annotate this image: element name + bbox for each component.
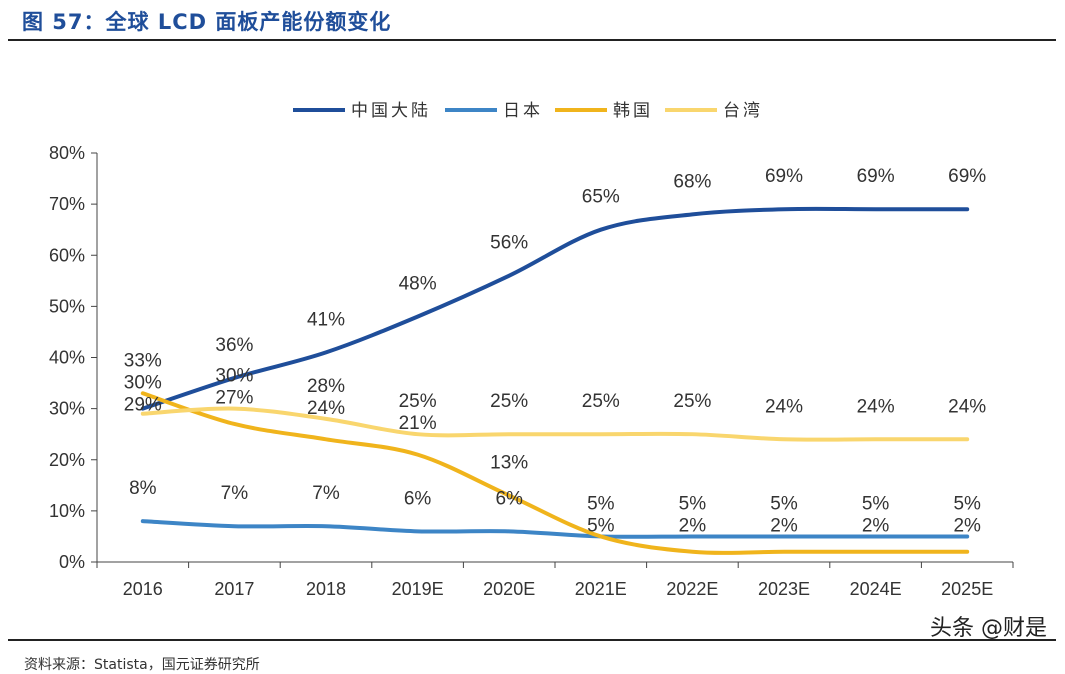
watermark: 头条 @财是 — [930, 616, 1047, 641]
legend-label: 中国大陆 — [351, 101, 431, 120]
y-tick-label: 30% — [49, 399, 85, 419]
data-label: 28% — [307, 376, 345, 397]
data-label: 25% — [582, 391, 620, 412]
data-label: 7% — [221, 483, 249, 504]
x-tick-label: 2018 — [306, 579, 346, 599]
x-tick-label: 2025E — [941, 579, 993, 599]
series-line — [140, 206, 970, 411]
y-tick-label: 40% — [49, 348, 85, 368]
y-tick-label: 0% — [59, 552, 85, 572]
x-tick-label: 2024E — [850, 579, 902, 599]
y-tick-label: 50% — [49, 296, 85, 316]
legend-label: 日本 — [503, 101, 543, 120]
x-tick-label: 2017 — [214, 579, 254, 599]
data-label: 8% — [129, 478, 157, 499]
x-tick-label: 2019E — [392, 579, 444, 599]
data-label: 21% — [399, 413, 437, 434]
data-label: 25% — [399, 391, 437, 412]
series-line — [140, 406, 970, 442]
data-label: 25% — [673, 391, 711, 412]
data-label: 69% — [948, 166, 986, 187]
data-label: 5% — [679, 493, 707, 514]
x-tick-label: 2023E — [758, 579, 810, 599]
data-label: 2% — [953, 515, 981, 536]
data-label: 48% — [399, 274, 437, 295]
data-label: 27% — [215, 388, 253, 409]
data-label: 29% — [124, 394, 162, 415]
series-line — [140, 519, 970, 539]
x-tick-label: 2016 — [123, 579, 163, 599]
figure-title: 图 57：全球 LCD 面板产能份额变化 — [22, 10, 392, 34]
y-tick-label: 60% — [49, 245, 85, 265]
series-line — [140, 391, 970, 555]
data-label: 25% — [490, 391, 528, 412]
data-label: 65% — [582, 187, 620, 208]
data-label: 56% — [490, 233, 528, 254]
data-label: 5% — [587, 515, 615, 536]
y-tick-label: 10% — [49, 501, 85, 521]
data-label: 33% — [124, 350, 162, 371]
data-label: 6% — [495, 488, 523, 509]
data-label: 69% — [857, 166, 895, 187]
data-label: 2% — [679, 515, 707, 536]
data-label: 41% — [307, 309, 345, 330]
data-label: 30% — [215, 366, 253, 387]
data-label: 2% — [862, 515, 890, 536]
y-tick-label: 20% — [49, 450, 85, 470]
data-label: 30% — [124, 372, 162, 393]
data-label: 69% — [765, 166, 803, 187]
x-tick-label: 2022E — [666, 579, 718, 599]
data-label: 5% — [770, 493, 798, 514]
top-divider — [8, 39, 1056, 41]
legend-label: 台湾 — [723, 101, 763, 120]
y-tick-label: 80% — [49, 143, 85, 163]
source-note: 资料来源：Statista，国元证券研究所 — [24, 657, 260, 673]
data-label: 5% — [953, 493, 981, 514]
x-tick-label: 2020E — [483, 579, 535, 599]
data-label: 2% — [770, 515, 798, 536]
data-label: 24% — [948, 396, 986, 417]
data-label: 24% — [307, 398, 345, 419]
data-label: 68% — [673, 171, 711, 192]
data-label: 24% — [857, 396, 895, 417]
data-label: 5% — [862, 493, 890, 514]
data-label: 5% — [587, 493, 615, 514]
data-label: 36% — [215, 335, 253, 356]
bottom-divider — [8, 639, 1056, 641]
y-tick-label: 70% — [49, 194, 85, 214]
legend-label: 韩国 — [613, 101, 653, 120]
data-label: 13% — [490, 453, 528, 474]
data-label: 6% — [404, 488, 432, 509]
x-tick-label: 2021E — [575, 579, 627, 599]
data-label: 24% — [765, 396, 803, 417]
data-label: 7% — [312, 483, 340, 504]
